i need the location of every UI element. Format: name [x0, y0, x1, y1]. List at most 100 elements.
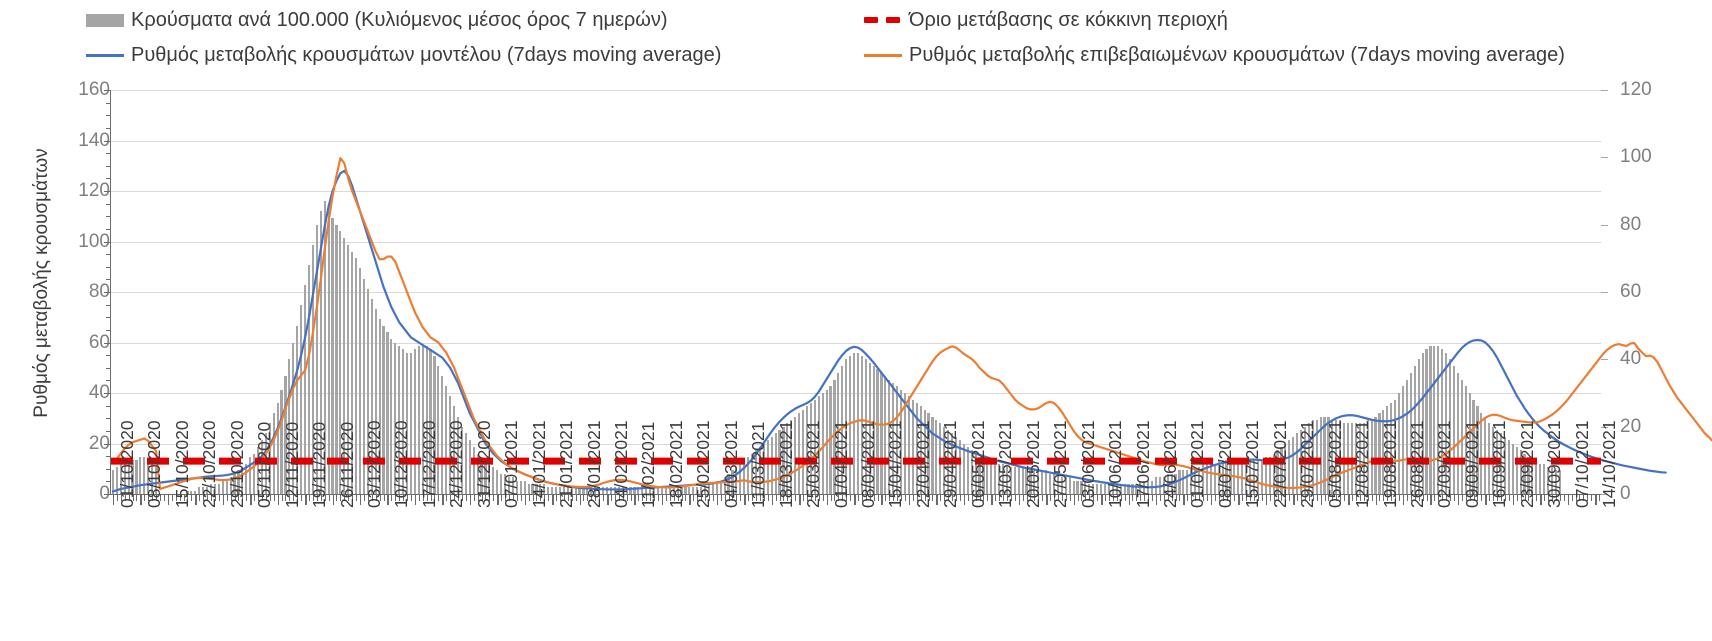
bar	[590, 487, 593, 494]
bar	[998, 463, 1001, 494]
y-axis-left-tick-label: 20	[88, 432, 110, 454]
bar	[237, 470, 240, 494]
bar	[1217, 460, 1220, 494]
bar	[1084, 480, 1087, 494]
bar	[813, 399, 816, 494]
bar	[747, 456, 750, 494]
bar	[1296, 433, 1299, 494]
bar	[503, 473, 507, 494]
plot-canvas	[104, 90, 1712, 505]
y-axis-right-tick-label: 40	[1620, 348, 1642, 370]
bar	[907, 396, 910, 494]
bar	[656, 487, 660, 494]
bar	[1245, 460, 1248, 494]
bar	[202, 487, 205, 494]
bar	[1311, 419, 1314, 494]
bar	[1103, 483, 1107, 494]
bar	[1558, 470, 1561, 494]
legend-item-cases-per-100k[interactable]: Κρούσματα ανά 100.000 (Κυλιόμενος μέσος …	[86, 10, 668, 30]
y-axis-left-tick-label: 140	[78, 129, 110, 151]
bar	[370, 298, 373, 494]
bar	[856, 352, 860, 494]
x-axis-tick-label: 12/11/2020	[281, 421, 302, 508]
bar	[660, 487, 663, 494]
bar	[1425, 349, 1428, 494]
bar	[507, 477, 511, 494]
bar	[1503, 436, 1506, 494]
x-axis-tick-label: 27/05/2021	[1050, 420, 1071, 508]
bar	[523, 480, 526, 494]
bar	[425, 345, 428, 494]
bar	[1456, 372, 1459, 494]
bar	[892, 382, 895, 494]
bar	[304, 285, 307, 494]
x-axis-tick-label: 06/05/2021	[967, 420, 988, 508]
bar	[978, 456, 981, 494]
legend-item-model-change-rate[interactable]: Ρυθμός μεταβολής κρουσμάτων μοντέλου (7d…	[86, 45, 721, 65]
bar	[558, 487, 562, 494]
y-axis-right-tick-label: 0	[1620, 483, 1631, 504]
bar	[1527, 456, 1530, 494]
bar	[1323, 416, 1326, 494]
legend-label-cases-per-100k: Κρούσματα ανά 100.000 (Κυλιόμενος μέσος …	[131, 9, 668, 31]
bar	[845, 359, 848, 494]
bar	[468, 440, 471, 494]
bar	[366, 288, 369, 494]
bar	[1013, 467, 1016, 494]
bar	[1194, 467, 1197, 494]
bar	[790, 419, 793, 494]
x-axis-tick-label: 29/07/2021	[1297, 420, 1318, 508]
bar	[782, 426, 785, 494]
bar	[335, 224, 338, 494]
bar	[205, 487, 209, 494]
bar	[668, 487, 671, 494]
bar	[1025, 467, 1028, 494]
bar	[300, 305, 303, 494]
bar	[280, 389, 283, 494]
bar	[1339, 419, 1342, 494]
bar	[1382, 409, 1385, 494]
bar	[994, 463, 997, 494]
bar	[1386, 406, 1389, 494]
bar	[374, 308, 377, 494]
legend-item-red-zone-threshold[interactable]: Όριο μετάβασης σε κόκκινη περιοχή	[864, 10, 1228, 30]
bar	[1327, 416, 1330, 494]
bar	[1284, 443, 1287, 494]
bar	[1154, 477, 1158, 494]
bar	[852, 352, 856, 494]
bar	[390, 339, 393, 494]
bar	[860, 355, 863, 494]
bar	[794, 416, 797, 494]
bar-swatch-icon	[86, 13, 124, 27]
bar	[409, 352, 413, 494]
bar	[1096, 483, 1099, 494]
bar	[127, 460, 130, 494]
x-axis-tick-label: 24/12/2020	[446, 420, 467, 508]
x-axis-labels: 01/10/2020 08/10/2020 15/10/2020 22/10/2020…	[110, 420, 1619, 641]
bar	[547, 487, 550, 494]
bar	[1264, 456, 1267, 494]
bar	[194, 490, 197, 494]
solid-line-orange-icon	[864, 53, 902, 57]
x-axis-tick-label: 04/03/2021	[720, 420, 741, 508]
bar	[511, 477, 514, 494]
bar	[225, 480, 228, 494]
bar	[535, 483, 538, 494]
bar	[1535, 460, 1538, 494]
legend-item-confirmed-change-rate[interactable]: Ρυθμός μεταβολής επιβεβαιωμένων κρουσμάτ…	[864, 45, 1565, 65]
x-axis-tick-label: 29/10/2020	[226, 420, 247, 508]
bar	[382, 325, 385, 494]
bar	[1260, 460, 1263, 494]
bar	[829, 386, 832, 494]
bar	[1484, 416, 1487, 494]
bar	[617, 487, 620, 494]
x-axis-tick-label: 01/10/2020	[116, 420, 137, 508]
x-axis-tick-label: 26/11/2020	[336, 421, 357, 508]
bar	[586, 487, 589, 494]
bar	[131, 460, 134, 494]
bar	[1076, 480, 1079, 494]
y-axis-right-tick-label: 60	[1620, 281, 1642, 302]
bar	[801, 409, 805, 494]
bar	[582, 487, 585, 494]
bar	[1468, 393, 1471, 494]
